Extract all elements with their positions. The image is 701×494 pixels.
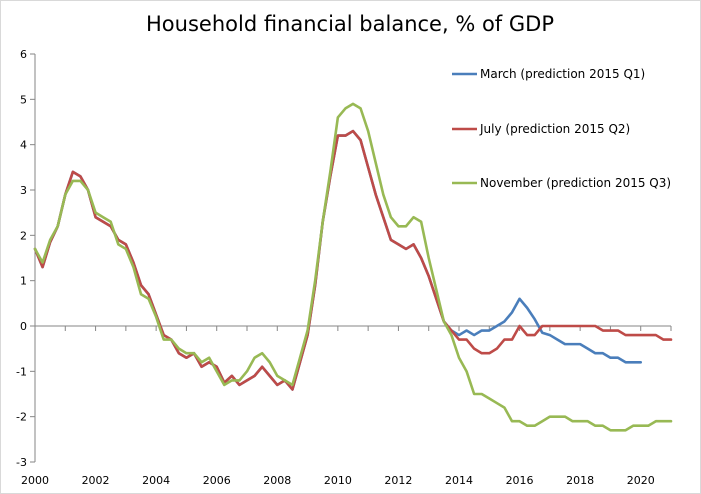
x-tick-label: 2018 — [566, 474, 594, 487]
x-tick-label: 2000 — [21, 474, 49, 487]
x-tick-label: 2012 — [384, 474, 412, 487]
x-tick-label: 2004 — [142, 474, 170, 487]
legend-entry-1: March (prediction 2015 Q1) — [480, 67, 645, 81]
series-line-1 — [33, 129, 643, 391]
y-tick-label: -1 — [16, 365, 27, 378]
series-line-2 — [33, 129, 673, 391]
x-axis-ticks: 2000 2002 2004 2006 2008 2010 2012 2014 2016 2018… — [21, 326, 672, 487]
y-axis-ticks: -3 -2 -1 0 1 2 3 4 5 6 — [16, 48, 35, 469]
y-tick-label: -3 — [16, 456, 27, 469]
y-tick-label: 0 — [20, 320, 27, 333]
x-tick-label: 2010 — [324, 474, 352, 487]
legend-entry-2: July (prediction 2015 Q2) — [479, 122, 630, 136]
series-line-3 — [33, 102, 673, 432]
x-tick-label: 2008 — [263, 474, 291, 487]
chart-title: Household financial balance, % of GDP — [146, 12, 554, 36]
x-tick-label: 2016 — [506, 474, 534, 487]
series-layer — [33, 102, 673, 432]
y-tick-label: 5 — [20, 93, 27, 106]
y-tick-label: 2 — [20, 229, 27, 242]
y-tick-label: 6 — [20, 48, 27, 61]
legend-entry-3: November (prediction 2015 Q3) — [480, 176, 671, 190]
y-tick-label: 4 — [20, 139, 27, 152]
x-tick-label: 2002 — [82, 474, 110, 487]
x-tick-label: 2020 — [627, 474, 655, 487]
x-tick-label: 2014 — [445, 474, 473, 487]
y-tick-label: -2 — [16, 411, 27, 424]
legend: March (prediction 2015 Q1) July (predicti… — [452, 67, 671, 190]
y-tick-label: 1 — [20, 275, 27, 288]
y-tick-label: 3 — [20, 184, 27, 197]
x-tick-label: 2006 — [203, 474, 231, 487]
